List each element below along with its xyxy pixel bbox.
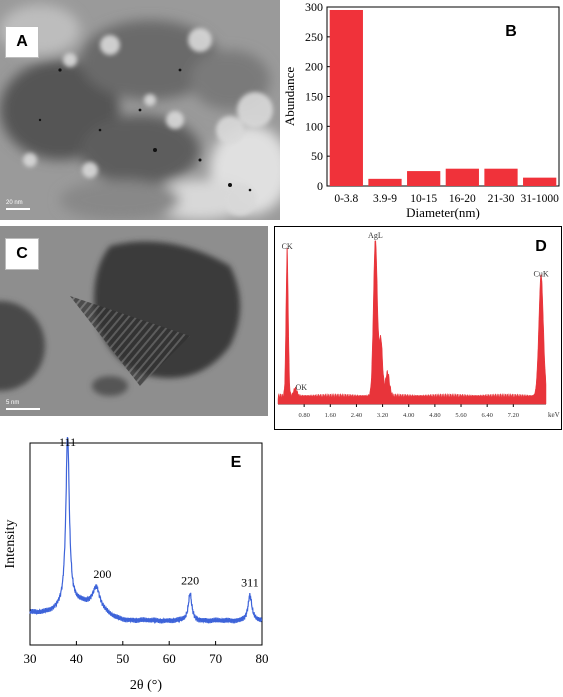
eds-x-tick-label: 3.20 — [377, 412, 388, 419]
eds-peak-label: OK — [296, 383, 308, 392]
x-tick-label-e: 40 — [70, 651, 83, 666]
x-axis-label-b: Diameter(nm) — [406, 205, 480, 220]
bar — [329, 9, 363, 186]
y-tick-label-b: 300 — [305, 0, 323, 14]
eds-peak-label: CK — [282, 242, 293, 251]
tem-image-c — [0, 226, 268, 416]
bar — [445, 168, 479, 186]
scalebar-c: 5 nm — [6, 400, 20, 406]
x-tick-label-b: 31-1000 — [520, 193, 559, 205]
x-tick-label-e: 60 — [163, 651, 176, 666]
y-tick-label-b: 0 — [317, 179, 323, 193]
eds-peak-label: AgL — [368, 231, 383, 240]
scalebar-a: 20 nm — [6, 200, 23, 206]
panel-label-e: E — [230, 454, 242, 471]
chart-e: 30 40 50 60 70 80 2θ (°) Intensity 111 200 220 311 — [3, 435, 269, 693]
xrd-peak-label: 111 — [59, 435, 76, 449]
plot-frame-e — [29, 442, 263, 646]
eds-x-tick-label: 1.60 — [325, 412, 336, 419]
eds-x-tick-label: 0.80 — [298, 412, 309, 419]
x-tick-label-b: 16-20 — [449, 193, 476, 205]
panel-label-b: B — [505, 23, 517, 40]
y-tick-label-b: 200 — [305, 60, 323, 74]
bar — [368, 178, 402, 186]
xrd-peak-label: 220 — [181, 574, 199, 588]
x-tick-label-e: 80 — [256, 651, 269, 666]
x-tick-label-e: 50 — [116, 651, 129, 666]
panel-c: C 5 nm — [0, 226, 268, 416]
bar — [523, 177, 557, 186]
y-tick-label-b: 150 — [305, 90, 323, 104]
x-tick-label-b: 10-15 — [410, 193, 437, 205]
panel-label-a: A — [5, 26, 39, 58]
panel-label-c: C — [5, 238, 39, 270]
y-tick-label-b: 250 — [305, 30, 323, 44]
eds-x-tick-label: 2.40 — [351, 412, 362, 419]
eds-x-tick-label: 6.40 — [481, 412, 492, 419]
x-tick-label-e: 70 — [209, 651, 222, 666]
x-tick-label-b: 3.9-9 — [373, 193, 397, 205]
x-tick-label-b: 21-30 — [488, 193, 515, 205]
eds-x-tick-label: 5.60 — [455, 412, 466, 419]
eds-x-axis-label: keV — [548, 411, 560, 419]
x-axis-label-e: 2θ (°) — [130, 678, 162, 693]
panel-a: A 20 nm — [0, 0, 280, 220]
bar — [484, 168, 518, 186]
eds-x-tick-label: 4.00 — [403, 412, 414, 419]
eds-x-tick-label: 4.80 — [429, 412, 440, 419]
tem-image-a — [0, 0, 280, 220]
y-axis-label-e: Intensity — [3, 520, 18, 569]
eds-spectrum — [277, 240, 547, 405]
xrd-peak-label: 200 — [93, 567, 111, 581]
y-axis-label-b: Abundance — [282, 67, 297, 126]
chart-d: 0.80 1.60 2.40 3.20 4.00 4.80 5.60 6.40 7.20 keV C… — [274, 226, 562, 430]
xrd-pattern — [29, 436, 263, 625]
xrd-peak-label: 311 — [241, 575, 259, 589]
y-tick-label-b: 50 — [311, 149, 323, 163]
x-tick-label-e: 30 — [24, 651, 37, 666]
chart-b: 0 50 100 150 200 250 300 0-3.8 3.9-9 10-15 16-20 21… — [282, 0, 560, 220]
panel-label-d: D — [535, 238, 547, 255]
y-tick-label-b: 100 — [305, 119, 323, 133]
eds-peak-label: CuK — [534, 269, 549, 278]
bar — [407, 171, 441, 186]
eds-x-tick-label: 7.20 — [508, 412, 519, 419]
x-tick-label-b: 0-3.8 — [334, 193, 358, 205]
